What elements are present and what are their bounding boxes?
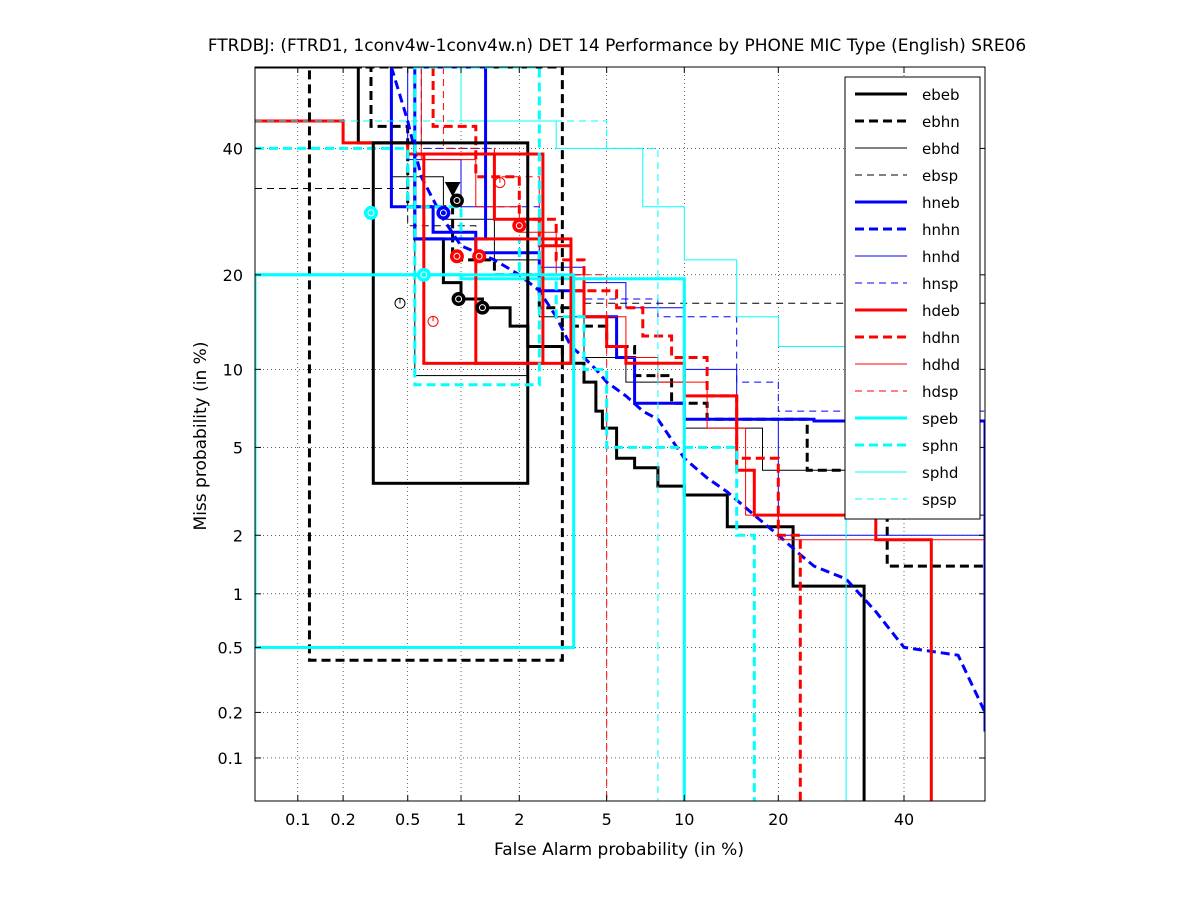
series-line-sphn <box>255 146 756 801</box>
y-tick-label: 20 <box>223 266 243 285</box>
operating-point-inner <box>420 271 428 279</box>
x-tick-label: 1 <box>456 810 466 829</box>
operating-point-inner <box>478 304 486 312</box>
operating-point-triangle <box>444 182 461 197</box>
operating-point-circle <box>436 205 451 220</box>
ticks: 0.1 0.2 0.5 1 2 5 10 20 40 0.1 0.2 0.5 1 2 5 10 20 40 <box>218 67 985 829</box>
legend-label-sphn: sphn <box>922 437 958 455</box>
x-tick-label: 0.5 <box>395 810 420 829</box>
operating-point-circle <box>451 292 466 307</box>
operating-point-inner <box>475 252 483 260</box>
series-line-hdhd <box>420 67 985 541</box>
y-tick-label: 5 <box>233 438 243 457</box>
legend: ebeb ebhn ebhd ebsp hneb hnhn hnhd hnsp hdeb hdhn… <box>844 76 981 520</box>
x-tick-label: 2 <box>514 810 524 829</box>
operating-point-circle <box>472 249 487 264</box>
legend-label-hnsp: hnsp <box>922 275 958 293</box>
operating-point-inner <box>515 222 523 230</box>
legend-label-spsp: spsp <box>922 491 957 509</box>
series-line-ebhd <box>255 67 985 516</box>
legend-label-ebhn: ebhn <box>922 113 960 131</box>
confidence-box-sphn <box>413 67 541 387</box>
series-line-sphd <box>255 67 847 801</box>
confidence-box-ebeb <box>371 141 530 485</box>
series-line-hdhn <box>431 67 802 801</box>
y-tick-label: 0.1 <box>218 749 243 768</box>
y-tick-label: 1 <box>233 585 243 604</box>
legend-label-hdsp: hdsp <box>922 383 958 401</box>
x-axis-label: False Alarm probability (in %) <box>494 840 744 860</box>
legend-label-hnhd: hnhd <box>922 248 960 266</box>
legend-label-hneb: hneb <box>922 194 960 212</box>
operating-point-layer <box>363 177 527 327</box>
operating-point-circle <box>449 249 464 264</box>
series-line-spsp <box>255 120 659 801</box>
chart-title: FTRDBJ: (FTRD1, 1conv4w-1conv4w.n) DET 1… <box>208 36 1026 56</box>
operating-point-circle <box>416 267 431 282</box>
y-tick-label: 0.2 <box>218 703 243 722</box>
legend-box <box>844 76 981 520</box>
x-tick-label: 0.1 <box>285 810 310 829</box>
operating-point-inner <box>367 209 375 217</box>
x-tick-label: 5 <box>602 810 612 829</box>
legend-label-speb: speb <box>922 410 958 428</box>
operating-point-circle <box>475 300 490 315</box>
operating-point-circle <box>449 193 464 208</box>
series-line-speb <box>255 273 686 801</box>
legend-label-hnhn: hnhn <box>922 221 960 239</box>
legend-label-hdhd: hdhd <box>922 356 960 374</box>
legend-label-ebsp: ebsp <box>922 167 958 185</box>
legend-label-sphd: sphd <box>922 464 958 482</box>
series-line-ebeb <box>255 67 866 801</box>
operating-point-circle <box>512 218 527 233</box>
y-tick-label: 2 <box>233 526 243 545</box>
legend-label-hdhn: hdhn <box>922 329 960 347</box>
plot-frame <box>254 66 986 802</box>
operating-point-circle <box>363 205 378 220</box>
legend-label-ebhd: ebhd <box>922 140 960 158</box>
operating-point-inner <box>439 209 447 217</box>
series-line-hdeb <box>255 119 933 801</box>
operating-point-inner <box>455 295 463 303</box>
y-axis-label: Miss probability (in %) <box>191 342 211 531</box>
y-tick-label: 0.5 <box>218 638 243 657</box>
legend-label-ebeb: ebeb <box>922 86 960 104</box>
confidence-box-hdeb <box>422 152 545 365</box>
operating-point-inner <box>453 197 461 205</box>
operating-point-inner <box>453 252 461 260</box>
legend-label-hdeb: hdeb <box>922 302 960 320</box>
x-tick-label: 40 <box>894 810 914 829</box>
confidence-box-layer <box>255 67 576 662</box>
x-tick-label: 0.2 <box>330 810 355 829</box>
x-tick-label: 20 <box>768 810 788 829</box>
x-tick-label: 10 <box>674 810 694 829</box>
y-tick-label: 40 <box>223 139 243 158</box>
y-tick-label: 10 <box>223 360 243 379</box>
series-line-hdsp <box>442 67 608 801</box>
